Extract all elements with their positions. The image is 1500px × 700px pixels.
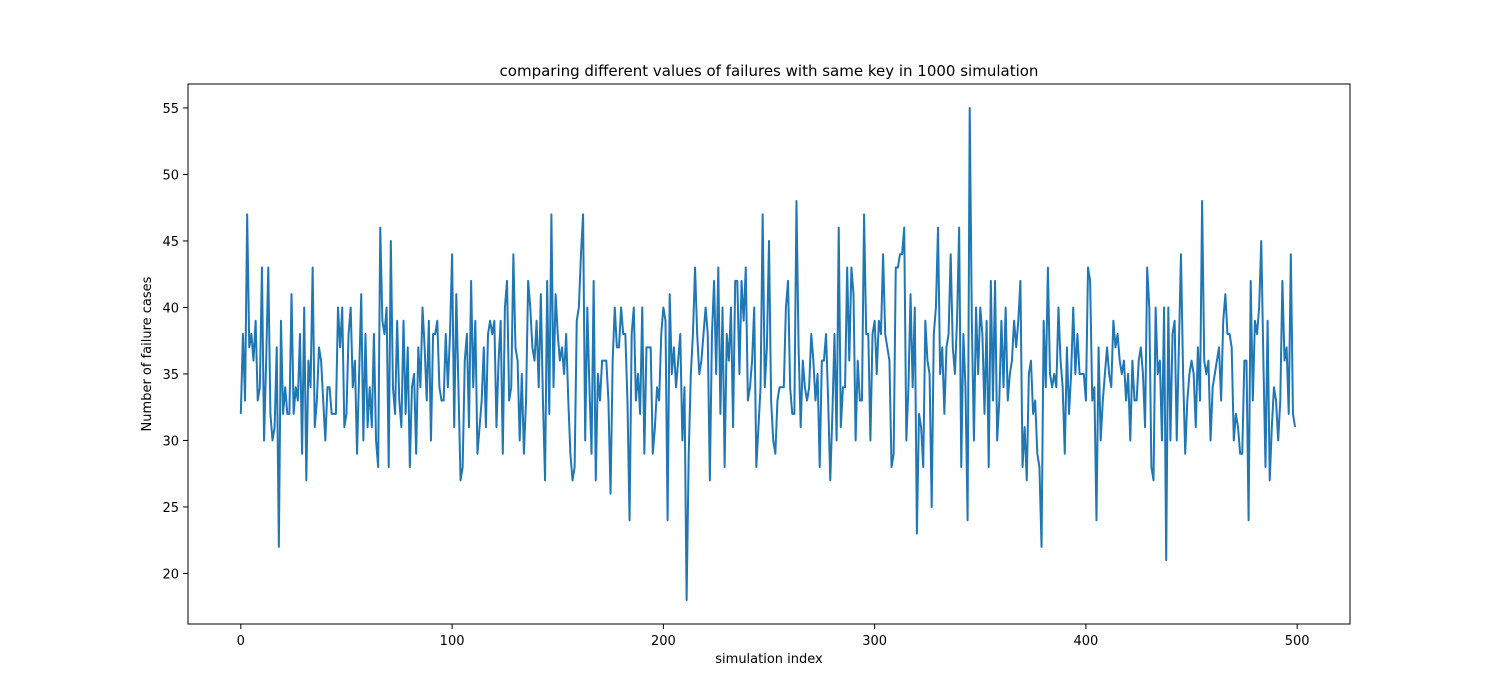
y-tick-label: 55: [162, 102, 179, 117]
y-axis-ticks: 20 25 30 35 40 45 50 55: [162, 102, 188, 582]
y-tick-label: 20: [162, 567, 179, 582]
chart-title: comparing different values of failures w…: [500, 62, 1039, 80]
y-tick-label: 50: [162, 168, 179, 183]
plot-frame: [187, 83, 1351, 625]
y-tick-label: 40: [162, 301, 179, 316]
series-line-0: [239, 106, 1297, 602]
y-axis-label: Number of failure cases: [140, 276, 155, 431]
y-tick-label: 45: [162, 235, 179, 250]
x-tick-label: 100: [440, 634, 465, 649]
x-tick-label: 300: [862, 634, 887, 649]
x-axis-label: simulation index: [715, 652, 823, 667]
x-axis-ticks: 0 100 200 300 400 500: [237, 624, 1310, 649]
y-tick-label: 35: [162, 368, 179, 383]
plot-area: [239, 106, 1297, 602]
x-tick-label: 500: [1285, 634, 1310, 649]
x-tick-label: 200: [651, 634, 676, 649]
x-tick-label: 400: [1073, 634, 1098, 649]
y-tick-label: 25: [162, 501, 179, 516]
y-tick-label: 30: [162, 434, 179, 449]
x-tick-label: 0: [237, 634, 245, 649]
